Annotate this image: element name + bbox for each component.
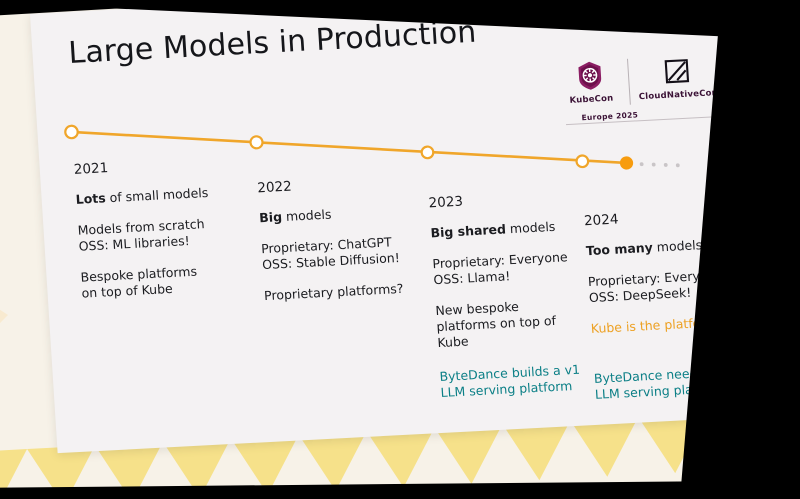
- presentation-slide: Large Models in Production: [30, 0, 763, 454]
- column-closing-2023: New bespoke platforms on top of Kube: [435, 295, 598, 351]
- column-closing-2021: Bespoke platforms on top of Kube: [80, 260, 260, 301]
- column-headline-2022: Big models: [259, 201, 436, 226]
- slide-title: Large Models in Production: [67, 14, 478, 71]
- timeline-trailing-dots: [639, 162, 680, 168]
- headline-bold-2021: Lots: [75, 190, 107, 207]
- cloudnativecon-diamond-logo-icon: [634, 52, 720, 90]
- kubecon-helm-logo-icon: [556, 57, 624, 94]
- headline-bold-2024: Too many: [585, 239, 654, 259]
- timeline-column-2022: 2022 Big models Proprietary: ChatGPT OSS…: [257, 171, 442, 326]
- column-year-2022: 2022: [256, 178, 293, 197]
- timeline-node-2024: [575, 154, 590, 169]
- column-detail-2022: Proprietary: ChatGPT OSS: Stable Diffusi…: [261, 232, 439, 273]
- conference-branding: KubeCon CloudNativeCon Europe 2025: [556, 52, 720, 132]
- timeline-node-2022: [249, 135, 264, 150]
- column-accent-teal-2023: ByteDance builds a v1 LLM serving platfo…: [439, 361, 601, 401]
- headline-bold-2023: Big shared: [430, 221, 507, 241]
- column-closing-2022: Proprietary platforms?: [264, 279, 441, 304]
- timeline-node-end: [619, 156, 634, 170]
- headline-bold-2022: Big: [258, 209, 283, 226]
- headline-rest-2022: models: [281, 206, 332, 225]
- kubecon-logo: KubeCon: [556, 57, 625, 106]
- column-headline-2023: Big shared models: [430, 217, 591, 241]
- cloudnativecon-logo: CloudNativeCon: [634, 52, 721, 102]
- timeline-column-2023: 2023 Big shared models Proprietary: Ever…: [428, 187, 602, 416]
- column-detail-2021: Models from scratch OSS: ML libraries!: [77, 213, 257, 254]
- headline-rest-2024: models!: [652, 236, 708, 255]
- branding-divider: [626, 58, 631, 105]
- column-detail-2023: Proprietary: Everyone OSS: Llama!: [432, 248, 594, 288]
- column-year-2023: 2023: [428, 193, 464, 212]
- headline-rest-2021: of small models: [105, 184, 209, 206]
- timeline-node-2023: [420, 145, 435, 160]
- kubecon-label: KubeCon: [569, 93, 614, 106]
- closing-line: Proprietary platforms?: [263, 280, 404, 304]
- timeline-node-2021: [64, 124, 79, 140]
- timeline-column-2021: 2021 Lots of small models Models from sc…: [73, 153, 261, 324]
- cloudnativecon-label: CloudNativeCon: [638, 88, 719, 103]
- column-year-2021: 2021: [73, 160, 109, 178]
- column-headline-2021: Lots of small models: [75, 183, 254, 208]
- headline-rest-2023: models: [505, 218, 556, 237]
